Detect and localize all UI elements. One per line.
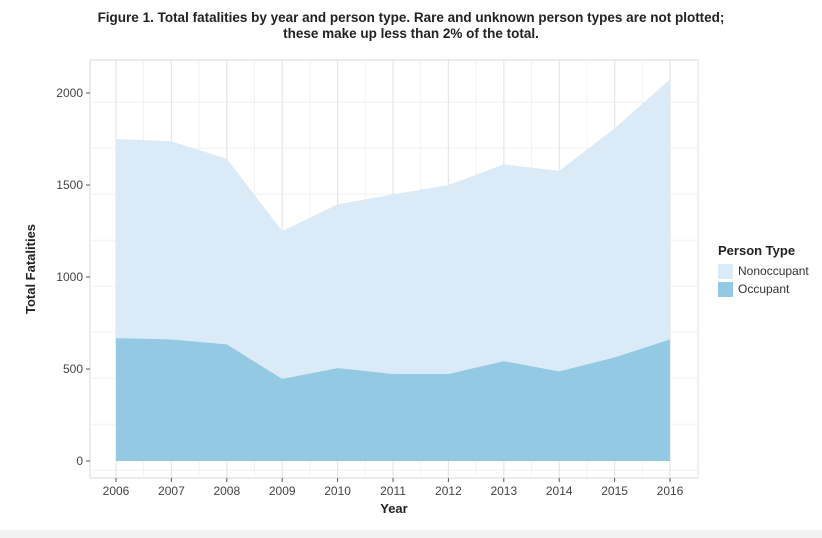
title-line-2: these make up less than 2% of the total. bbox=[283, 26, 539, 41]
area-nonoccupant bbox=[116, 79, 670, 379]
x-tick-label: 2015 bbox=[601, 484, 628, 498]
legend-item-nonoccupant: Nonoccupant bbox=[718, 262, 809, 280]
x-tick-label: 2012 bbox=[435, 484, 462, 498]
legend-label-occupant: Occupant bbox=[738, 282, 790, 296]
y-tick-label: 1000 bbox=[56, 270, 83, 284]
legend: Person Type Nonoccupant Occupant bbox=[718, 243, 809, 298]
legend-swatch-nonoccupant bbox=[718, 263, 733, 279]
y-tick-label: 0 bbox=[76, 454, 83, 468]
x-tick-label: 2014 bbox=[546, 484, 573, 498]
x-tick-label: 2007 bbox=[158, 484, 185, 498]
x-tick-label: 2009 bbox=[269, 484, 296, 498]
chart-title: Figure 1. Total fatalities by year and p… bbox=[0, 10, 822, 42]
y-axis-label: Total Fatalities bbox=[23, 224, 38, 314]
y-tick-label: 1500 bbox=[56, 178, 83, 192]
x-tick-label: 2010 bbox=[324, 484, 351, 498]
y-tick-label: 2000 bbox=[56, 86, 83, 100]
x-tick-label: 2006 bbox=[103, 484, 130, 498]
y-tick-label: 500 bbox=[63, 362, 83, 376]
legend-title: Person Type bbox=[718, 243, 796, 258]
x-tick-label: 2011 bbox=[380, 484, 406, 498]
x-tick-label: 2016 bbox=[657, 484, 684, 498]
legend-item-occupant: Occupant bbox=[718, 280, 809, 298]
area-occupant bbox=[116, 338, 670, 461]
x-axis-label: Year bbox=[380, 501, 407, 516]
title-line-1: Figure 1. Total fatalities by year and p… bbox=[97, 10, 725, 25]
footer-strip bbox=[0, 530, 822, 538]
x-tick-label: 2013 bbox=[490, 484, 517, 498]
x-tick-label: 2008 bbox=[213, 484, 240, 498]
legend-swatch-occupant bbox=[718, 281, 733, 297]
legend-label-nonoccupant: Nonoccupant bbox=[738, 264, 809, 278]
